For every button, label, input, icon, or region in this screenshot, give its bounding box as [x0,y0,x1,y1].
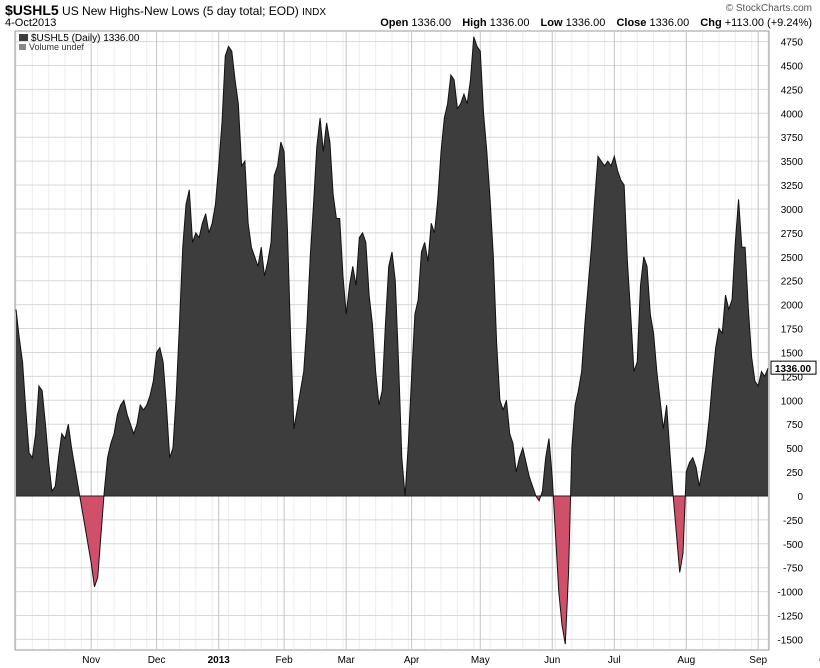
y-tick-label: 2500 [781,253,804,264]
symbol-label: $USHL5 [5,2,59,18]
y-tick-label: 4000 [781,109,804,120]
legend-series-label: $USHL5 (Daily) 1336.00 [31,33,140,44]
x-tick-label: Nov [82,655,100,666]
volume-icon [19,44,26,50]
change-value: +113.00 (+9.24%) [724,17,812,29]
ohlc-readout: Open 1336.00 High 1336.00 Low 1336.00 Cl… [380,17,812,29]
y-tick-label: 1000 [781,396,804,407]
x-tick-label: Jun [544,655,560,666]
y-tick-label: -500 [783,540,803,551]
x-tick-label: Jul [608,655,621,666]
x-tick-label: Dec [148,655,166,666]
open-value: 1336.00 [411,17,452,29]
chart-title: $USHL5 US New Highs-New Lows (5 day tota… [5,2,326,18]
y-tick-label: 3750 [781,133,804,144]
y-axis: -1500 -1250 -1000 -750 -500 -250 0 250 500 750 100… [777,38,803,647]
change-label: Chg [700,17,722,29]
symbol-description: US New Highs-New Lows (5 day total; EOD) [62,4,299,18]
legend-swatch [19,34,28,41]
y-tick-label: 2750 [781,229,804,240]
x-axis: NovDec2013FebMarAprMayJunJulAugSepOct [82,655,820,666]
y-tick-label: -1500 [777,635,803,646]
y-tick-label: 1500 [781,348,804,359]
positive-area [16,36,768,496]
y-tick-label: 4500 [781,61,804,72]
y-tick-label: 4750 [781,38,804,49]
y-tick-label: 500 [786,444,803,455]
series-areas [16,36,768,645]
open-label: Open [380,17,409,29]
y-tick-label: 2000 [781,301,804,312]
y-tick-label: 2250 [781,277,804,288]
low-value: 1336.00 [565,17,606,29]
last-value-label: 1336.00 [775,364,812,375]
y-tick-label: 3250 [781,181,804,192]
y-tick-label: -250 [783,516,803,527]
y-tick-label: 250 [786,468,803,479]
series-line [15,36,769,645]
x-tick-label: Sep [749,655,767,666]
x-tick-label: Aug [677,655,695,666]
y-tick-label: -750 [783,564,803,575]
y-tick-label: 4250 [781,85,804,96]
high-label: High [462,17,487,29]
x-tick-label: Mar [338,655,356,666]
y-tick-label: -1250 [777,612,803,623]
legend-volume-label: Volume undef [29,42,85,52]
quote-date: 4-Oct2013 [5,17,57,29]
close-label: Close [616,17,647,29]
high-value: 1336.00 [489,17,530,29]
last-value-box [770,360,817,375]
y-tick-label: 1750 [781,325,804,336]
chart-header: $USHL5 US New Highs-New Lows (5 day tota… [0,0,820,30]
low-label: Low [540,17,563,29]
exchange-label: INDX [302,7,327,18]
y-tick-label: 1250 [781,372,804,383]
x-tick-label: Apr [404,655,420,666]
x-tick-label: Feb [275,655,293,666]
last-value-marker: 1336.00 [770,360,817,375]
y-tick-label: 3500 [781,157,804,168]
legend: $USHL5 (Daily) 1336.00 Volume undef [19,33,140,52]
y-tick-label: 750 [786,420,803,431]
y-tick-label: 0 [797,492,803,503]
close-value: 1336.00 [649,17,690,29]
y-tick-label: 3000 [781,205,804,216]
x-tick-label: May [471,655,490,666]
negative-area [16,495,768,645]
stockcharts-brand[interactable]: © StockCharts.com [725,3,812,14]
y-tick-label: -1000 [777,588,803,599]
x-tick-label: 2013 [208,655,231,666]
